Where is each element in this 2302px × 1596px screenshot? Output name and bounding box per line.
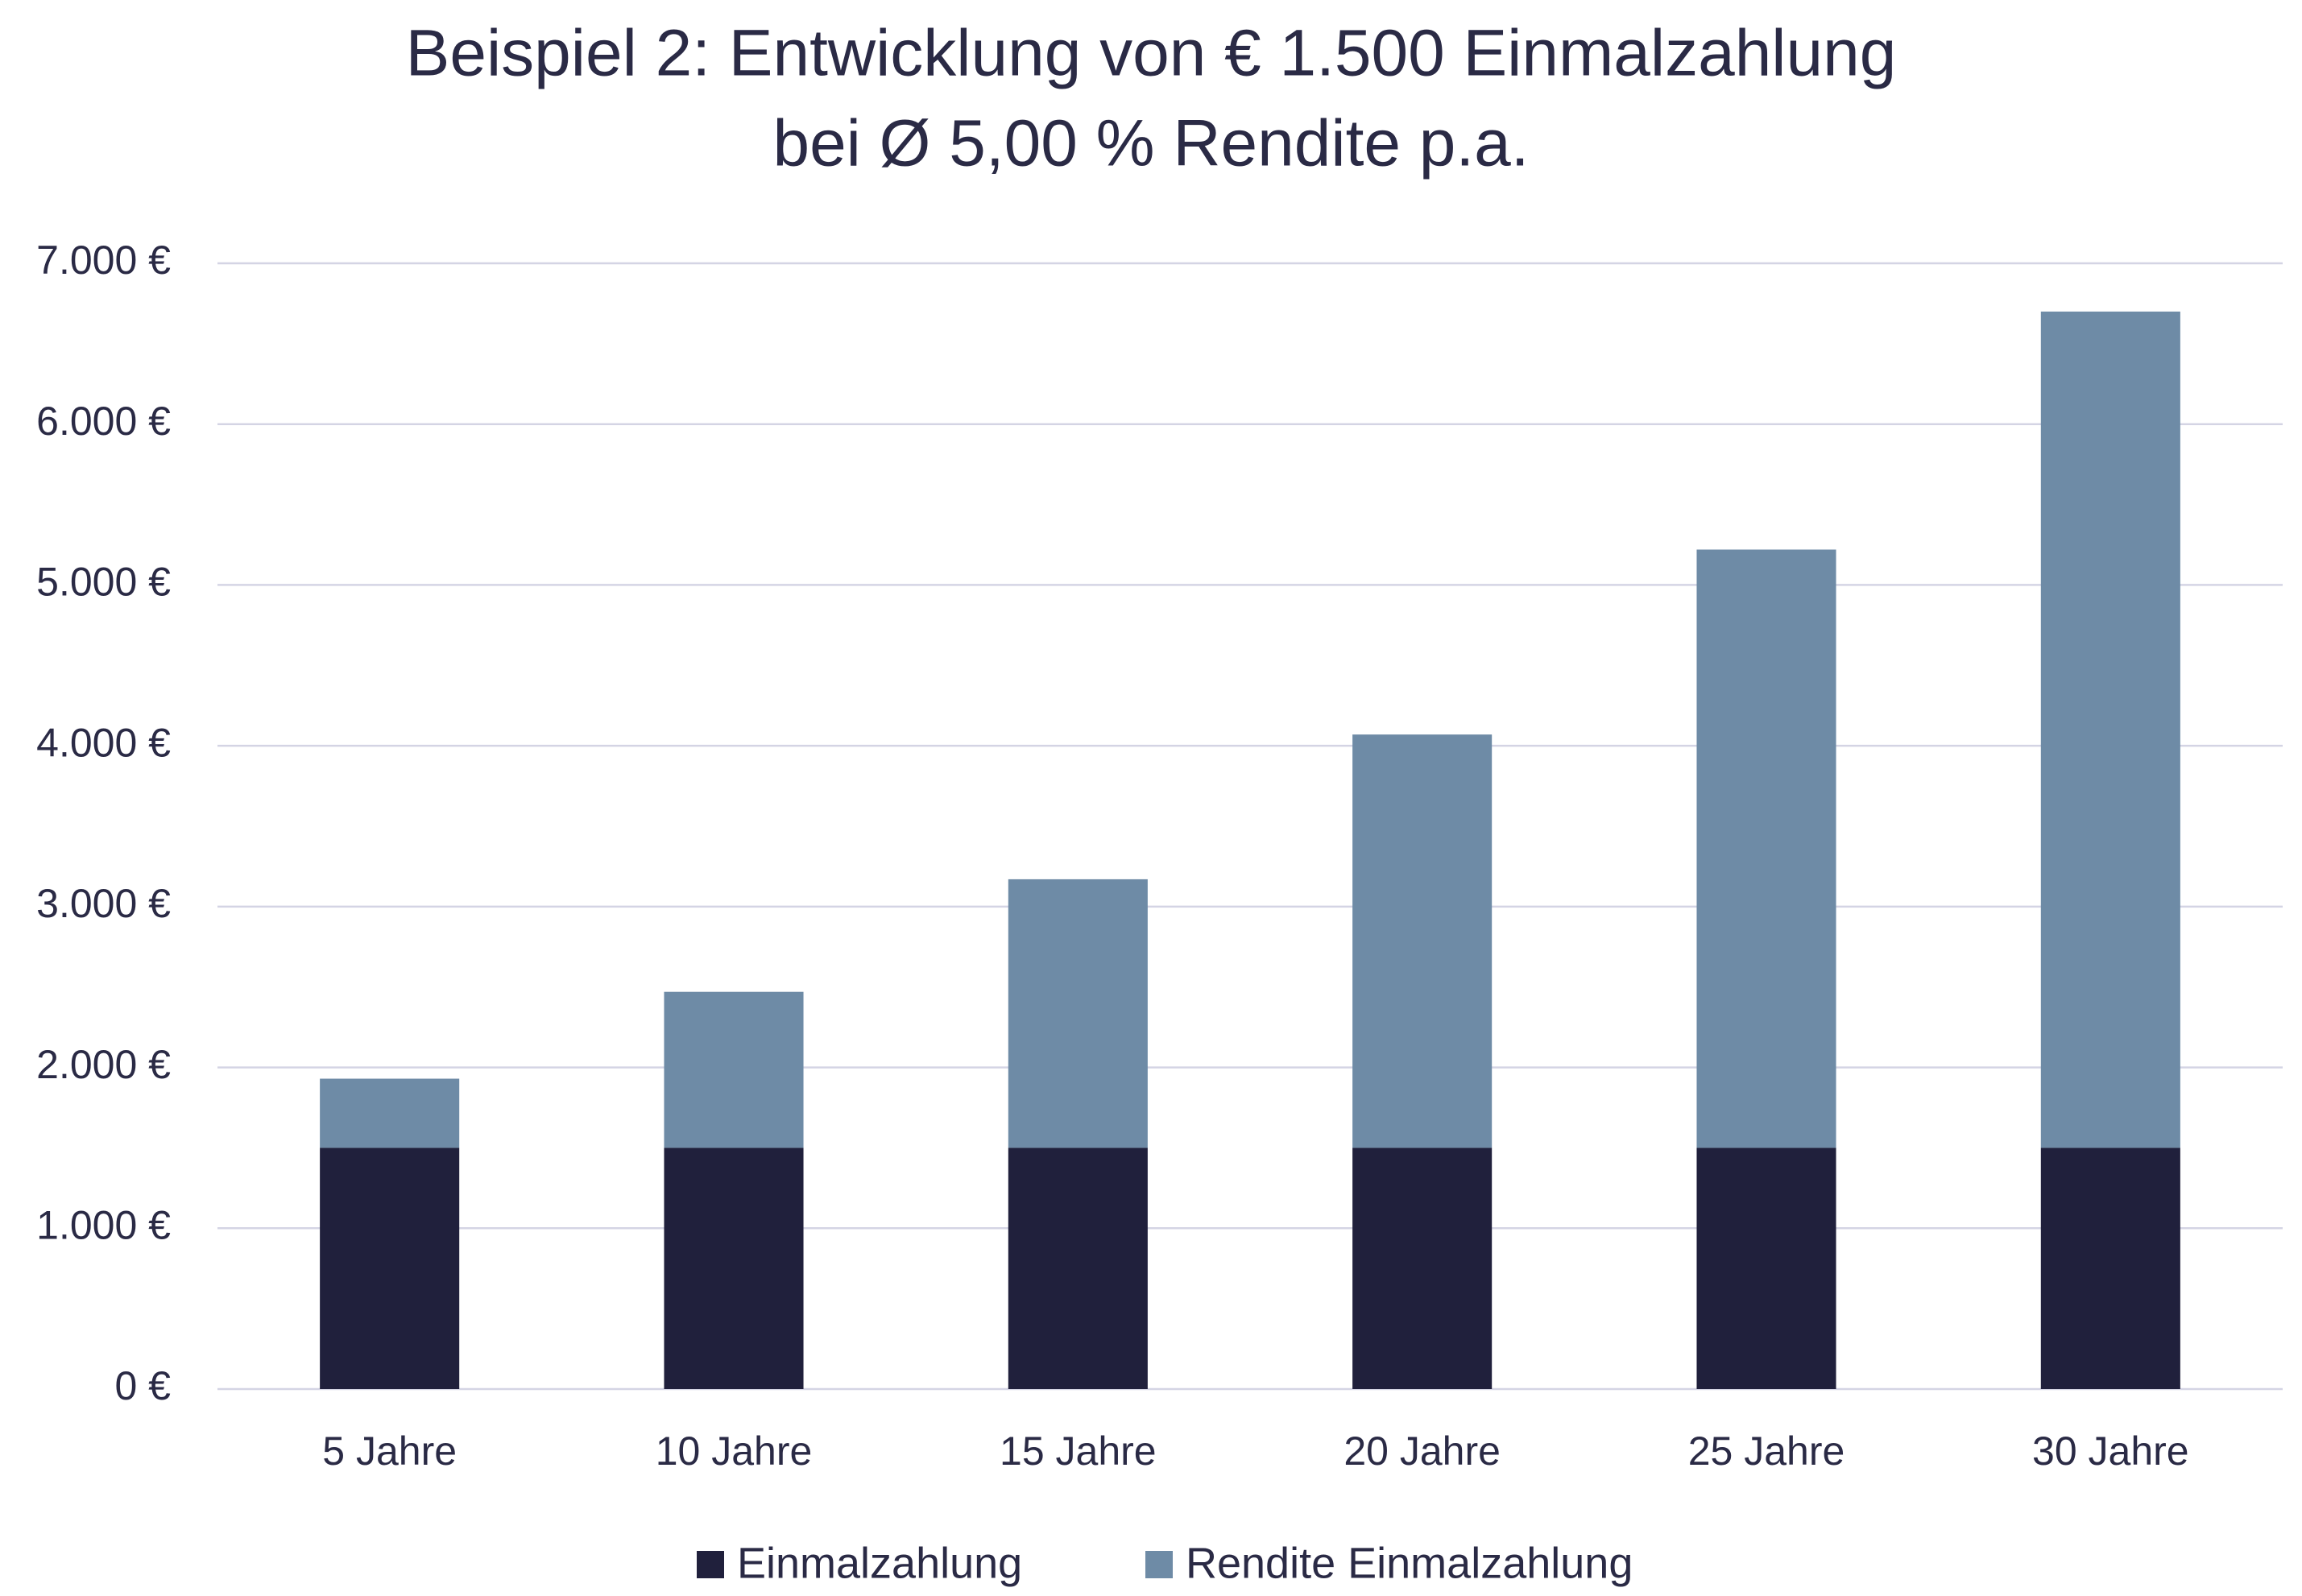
y-tick-label: 1.000 € [36, 1202, 171, 1247]
bar-segment [664, 991, 804, 1148]
bar-segment [1696, 1147, 1836, 1389]
chart-title: Beispiel 2: Entwicklung von € 1.500 Einm… [406, 17, 1897, 90]
x-tick-label: 25 Jahre [1688, 1429, 1845, 1474]
y-tick-label: 2.000 € [36, 1042, 171, 1087]
x-tick-label: 15 Jahre [1000, 1429, 1157, 1474]
legend-swatch [1145, 1551, 1173, 1578]
bar-segment [1008, 879, 1148, 1148]
bar-segment [1352, 734, 1493, 1148]
y-tick-label: 3.000 € [36, 881, 171, 926]
y-tick-label: 6.000 € [36, 399, 171, 444]
y-tick-label: 0 € [114, 1363, 171, 1408]
bar-segment [2040, 311, 2180, 1148]
bar-segment [1352, 1147, 1493, 1389]
y-tick-label: 4.000 € [36, 720, 171, 765]
y-tick-label: 7.000 € [36, 238, 171, 283]
x-tick-label: 20 Jahre [1344, 1429, 1501, 1474]
x-tick-label: 30 Jahre [2032, 1429, 2189, 1474]
bar-segment [320, 1147, 460, 1389]
legend-label: Einmalzahlung [737, 1539, 1022, 1587]
x-tick-label: 5 Jahre [322, 1429, 457, 1474]
bar-segment [2040, 1147, 2180, 1389]
bar-segment [1008, 1147, 1148, 1389]
legend-label: Rendite Einmalzahlung [1186, 1539, 1633, 1587]
y-tick-label: 5.000 € [36, 560, 171, 605]
legend-swatch [697, 1551, 724, 1578]
bar-segment [664, 1147, 804, 1389]
x-tick-label: 10 Jahre [656, 1429, 813, 1474]
bar-segment [320, 1078, 460, 1148]
bar-segment [1696, 549, 1836, 1148]
chart-title: bei Ø 5,00 % Rendite p.a. [772, 107, 1529, 180]
